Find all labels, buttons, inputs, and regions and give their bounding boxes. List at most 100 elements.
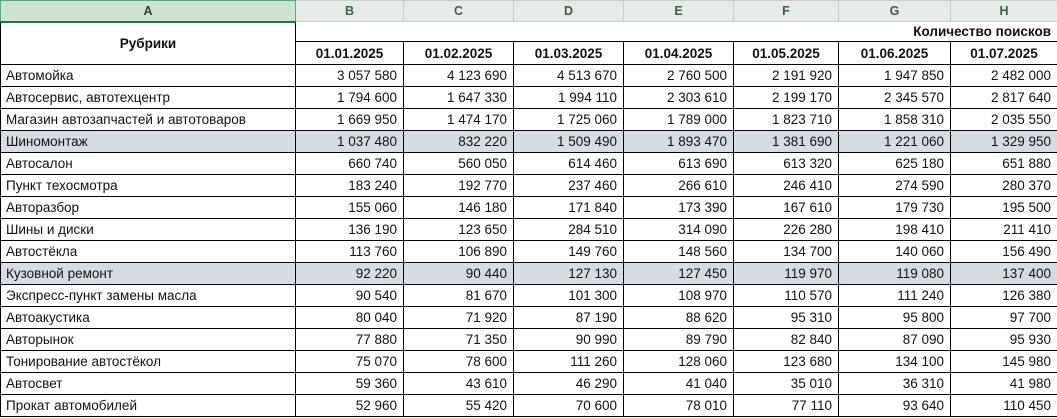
value-cell[interactable]: 87 090 (838, 328, 951, 351)
value-cell[interactable]: 90 990 (513, 328, 624, 351)
value-cell[interactable]: 134 700 (733, 240, 839, 263)
value-cell[interactable]: 145 980 (950, 350, 1057, 373)
value-cell[interactable]: 128 060 (623, 350, 734, 373)
value-cell[interactable]: 171 840 (513, 196, 624, 219)
value-cell[interactable]: 1 037 480 (295, 130, 404, 153)
column-header-C[interactable]: C (403, 0, 514, 22)
value-cell[interactable]: 195 500 (950, 196, 1057, 219)
value-cell[interactable]: 101 300 (513, 284, 624, 307)
value-cell[interactable]: 59 360 (295, 372, 404, 395)
date-header-cell[interactable]: 01.06.2025 (838, 41, 951, 65)
value-cell[interactable]: 1 329 950 (950, 130, 1057, 153)
value-cell[interactable]: 1 474 170 (403, 108, 514, 131)
value-cell[interactable]: 274 590 (838, 174, 951, 197)
value-cell[interactable]: 2 345 570 (838, 86, 951, 109)
value-cell[interactable]: 246 410 (733, 174, 839, 197)
category-cell[interactable]: Экспресс-пункт замены масла (0, 284, 296, 307)
date-header-cell[interactable]: 01.02.2025 (403, 41, 514, 65)
value-cell[interactable]: 127 450 (623, 262, 734, 285)
value-cell[interactable]: 52 960 (295, 394, 404, 417)
value-cell[interactable]: 89 790 (623, 328, 734, 351)
value-cell[interactable]: 1 725 060 (513, 108, 624, 131)
value-cell[interactable]: 41 980 (950, 372, 1057, 395)
value-cell[interactable]: 613 320 (733, 152, 839, 175)
value-cell[interactable]: 1 669 950 (295, 108, 404, 131)
value-cell[interactable]: 3 057 580 (295, 64, 404, 87)
value-cell[interactable]: 111 240 (838, 284, 951, 307)
value-cell[interactable]: 1 221 060 (838, 130, 951, 153)
value-cell[interactable]: 167 610 (733, 196, 839, 219)
column-header-E[interactable]: E (623, 0, 734, 22)
column-header-A[interactable]: A (0, 0, 296, 23)
value-cell[interactable]: 2 817 640 (950, 86, 1057, 109)
category-cell[interactable]: Автосвет (0, 372, 296, 395)
value-cell[interactable]: 46 290 (513, 372, 624, 395)
value-cell[interactable]: 1 947 850 (838, 64, 951, 87)
value-cell[interactable]: 192 770 (403, 174, 514, 197)
value-cell[interactable]: 90 440 (403, 262, 514, 285)
value-cell[interactable]: 1 823 710 (733, 108, 839, 131)
column-header-H[interactable]: H (950, 0, 1057, 22)
category-cell[interactable]: Автоакустика (0, 306, 296, 329)
value-cell[interactable]: 134 100 (838, 350, 951, 373)
value-cell[interactable]: 88 620 (623, 306, 734, 329)
value-cell[interactable]: 95 930 (950, 328, 1057, 351)
category-cell[interactable]: Кузовной ремонт (0, 262, 296, 285)
date-header-cell[interactable]: 01.03.2025 (513, 41, 624, 65)
value-cell[interactable]: 71 350 (403, 328, 514, 351)
date-header-cell[interactable]: 01.04.2025 (623, 41, 734, 65)
value-cell[interactable]: 651 880 (950, 152, 1057, 175)
column-header-D[interactable]: D (513, 0, 624, 22)
value-cell[interactable]: 77 880 (295, 328, 404, 351)
value-cell[interactable]: 2 482 000 (950, 64, 1057, 87)
value-cell[interactable]: 113 760 (295, 240, 404, 263)
value-cell[interactable]: 137 400 (950, 262, 1057, 285)
date-header-cell[interactable]: 01.05.2025 (733, 41, 839, 65)
value-cell[interactable]: 78 600 (403, 350, 514, 373)
value-cell[interactable]: 560 050 (403, 152, 514, 175)
value-cell[interactable]: 90 540 (295, 284, 404, 307)
value-cell[interactable]: 93 640 (838, 394, 951, 417)
value-cell[interactable]: 211 410 (950, 218, 1057, 241)
value-cell[interactable]: 36 310 (838, 372, 951, 395)
column-header-B[interactable]: B (295, 0, 404, 22)
value-cell[interactable]: 4 513 670 (513, 64, 624, 87)
value-cell[interactable]: 82 840 (733, 328, 839, 351)
value-cell[interactable]: 1 858 310 (838, 108, 951, 131)
value-cell[interactable]: 149 760 (513, 240, 624, 263)
value-cell[interactable]: 97 700 (950, 306, 1057, 329)
value-cell[interactable]: 119 080 (838, 262, 951, 285)
value-cell[interactable]: 123 680 (733, 350, 839, 373)
category-cell[interactable]: Пункт техосмотра (0, 174, 296, 197)
value-cell[interactable]: 92 220 (295, 262, 404, 285)
value-cell[interactable]: 87 190 (513, 306, 624, 329)
category-cell[interactable]: Прокат автомобилей (0, 394, 296, 417)
column-header-F[interactable]: F (733, 0, 839, 22)
value-cell[interactable]: 660 740 (295, 152, 404, 175)
value-cell[interactable]: 119 970 (733, 262, 839, 285)
value-cell[interactable]: 111 260 (513, 350, 624, 373)
value-cell[interactable]: 70 600 (513, 394, 624, 417)
category-cell[interactable]: Авторынок (0, 328, 296, 351)
value-cell[interactable]: 136 190 (295, 218, 404, 241)
value-cell[interactable]: 1 789 000 (623, 108, 734, 131)
value-cell[interactable]: 614 460 (513, 152, 624, 175)
value-cell[interactable]: 314 090 (623, 218, 734, 241)
value-cell[interactable]: 108 970 (623, 284, 734, 307)
value-cell[interactable]: 55 420 (403, 394, 514, 417)
value-cell[interactable]: 126 380 (950, 284, 1057, 307)
category-cell[interactable]: Магазин автозапчастей и автотоваров (0, 108, 296, 131)
value-cell[interactable]: 266 610 (623, 174, 734, 197)
value-cell[interactable]: 183 240 (295, 174, 404, 197)
value-cell[interactable]: 71 920 (403, 306, 514, 329)
value-cell[interactable]: 123 650 (403, 218, 514, 241)
value-cell[interactable]: 179 730 (838, 196, 951, 219)
value-cell[interactable]: 81 670 (403, 284, 514, 307)
category-cell[interactable]: Автомойка (0, 64, 296, 87)
value-cell[interactable]: 43 610 (403, 372, 514, 395)
category-cell[interactable]: Автостёкла (0, 240, 296, 263)
category-cell[interactable]: Шиномонтаж (0, 130, 296, 153)
value-cell[interactable]: 832 220 (403, 130, 514, 153)
column-header-G[interactable]: G (838, 0, 951, 22)
value-cell[interactable]: 146 180 (403, 196, 514, 219)
